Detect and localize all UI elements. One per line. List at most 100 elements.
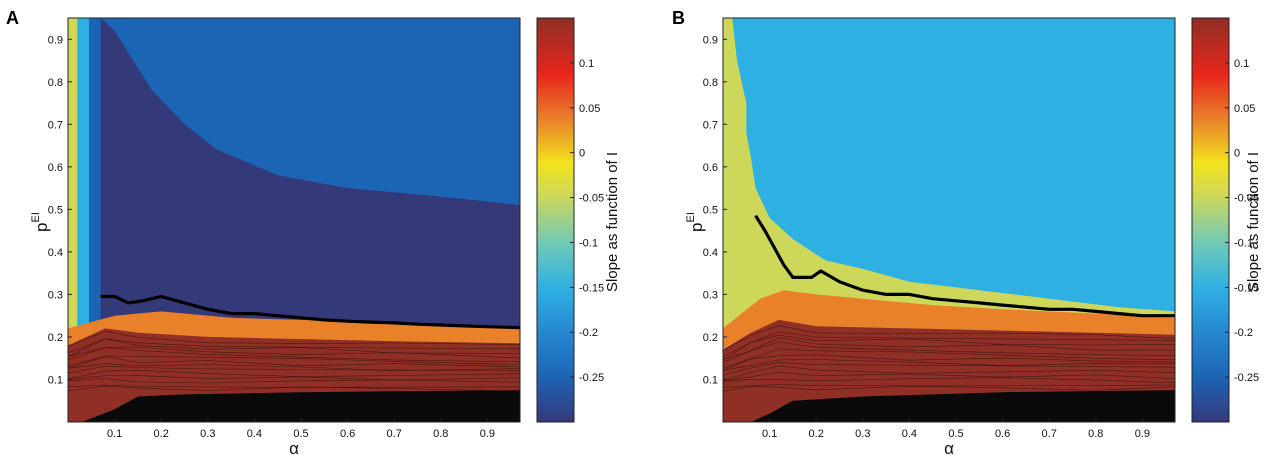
y-tick-label: 0.7 <box>48 119 63 131</box>
contour-line <box>68 355 520 367</box>
x-ticks: 0.1 0.2 0.3 0.4 0.5 0.6 0.7 0.8 0.9 <box>762 418 1150 440</box>
x-ticks: 0.1 0.2 0.3 0.4 0.5 0.6 0.7 0.8 0.9 <box>107 418 495 440</box>
y-tick-label: 0.6 <box>48 162 63 174</box>
contour-line <box>723 341 1175 363</box>
contour-line <box>68 365 520 374</box>
plot-area <box>723 18 1175 422</box>
x-tick-label: 0.8 <box>1088 428 1103 440</box>
contour-line <box>723 331 1175 357</box>
y-axis-label-sup: EI <box>30 212 42 222</box>
colorbar-label: Slope as function of I <box>604 152 621 292</box>
contour-line <box>68 385 520 392</box>
x-tick-label: 0.9 <box>480 428 495 440</box>
contour-line <box>68 363 520 371</box>
contour-line <box>723 334 1175 361</box>
contour-line <box>723 348 1175 369</box>
panel-a: A 0.1 0.2 0.3 0.4 0.5 0.6 0.7 0.8 0.9 0.10.20.30… <box>6 8 621 458</box>
contour-line <box>723 325 1175 351</box>
plot-area <box>68 18 520 422</box>
y-tick-label: 0.1 <box>703 374 718 386</box>
svg-text:pEI: pEI <box>685 212 706 232</box>
contour-line <box>68 347 520 363</box>
y-tick-label: 0.5 <box>703 204 718 216</box>
x-tick-label: 0.7 <box>387 428 402 440</box>
contour-line <box>68 369 520 380</box>
colorbar-tick-label: 0 <box>1234 148 1240 160</box>
y-tick-label: 0.8 <box>703 77 718 89</box>
y-tick-label: 0.6 <box>703 162 718 174</box>
y-tick-label: 0.2 <box>48 332 63 344</box>
y-tick-label: 0.9 <box>48 34 63 46</box>
x-tick-label: 0.2 <box>809 428 824 440</box>
y-tick-label: 0.1 <box>48 374 63 386</box>
colorbar <box>1191 17 1230 423</box>
contour-line <box>723 362 1175 376</box>
optimal-line <box>754 214 1175 318</box>
x-tick-label: 0.7 <box>1042 428 1057 440</box>
x-tick-label: 0.9 <box>1135 428 1150 440</box>
region-black-top-edge <box>751 390 1175 422</box>
contour-line <box>723 385 1175 392</box>
contour-line <box>723 337 1175 360</box>
panel-label: A <box>6 8 19 28</box>
y-axis-label: pEI <box>685 212 706 232</box>
colorbar-label: Slope as function of I <box>1245 152 1262 292</box>
colorbar-tick-label: 0 <box>579 148 585 160</box>
x-tick-label: 0.1 <box>762 428 777 440</box>
y-tick-label: 0.8 <box>48 77 63 89</box>
colorbar-tick-label: 0.05 <box>1234 103 1255 115</box>
svg-text:pEI: pEI <box>30 212 51 232</box>
contour-line <box>723 384 1175 388</box>
x-tick-label: 0.1 <box>107 428 122 440</box>
y-axis-label-main: p <box>32 222 51 231</box>
x-tick-label: 0.5 <box>948 428 963 440</box>
colorbar-tick-label: 0.05 <box>579 103 600 115</box>
contour-line <box>723 354 1175 371</box>
x-tick-label: 0.8 <box>433 428 448 440</box>
optimal-line <box>100 294 520 330</box>
plot-frame <box>722 17 1176 423</box>
y-tick-label: 0.3 <box>48 289 63 301</box>
x-tick-label: 0.2 <box>154 428 169 440</box>
colorbar <box>536 17 575 423</box>
contour-line <box>723 371 1175 381</box>
y-tick-label: 0.2 <box>703 332 718 344</box>
contour-line <box>68 378 520 384</box>
y-tick-label: 0.4 <box>48 247 63 259</box>
colorbar-tick-label: -0.05 <box>579 193 604 205</box>
colorbar-ticks: 0.1 0.05 0 -0.05 -0.1 -0.15 -0.2 -0.25 <box>1225 58 1259 384</box>
panel-label: B <box>672 8 685 28</box>
x-axis-label: α <box>289 439 299 458</box>
colorbar-ticks: 0.1 0.05 0 -0.05 -0.1 -0.15 -0.2 -0.25 <box>570 58 604 384</box>
x-tick-label: 0.5 <box>293 428 308 440</box>
y-axis-label-main: p <box>687 222 706 231</box>
colorbar-tick-label: -0.25 <box>579 372 604 384</box>
plot-content-b <box>723 18 1175 422</box>
x-tick-label: 0.6 <box>995 428 1010 440</box>
y-axis-label-sup: EI <box>685 212 697 222</box>
y-tick-label: 0.4 <box>703 247 718 259</box>
colorbar-tick-label: -0.05 <box>1234 193 1259 205</box>
y-ticks: 0.1 0.2 0.3 0.4 0.5 0.6 0.7 0.8 0.9 <box>703 34 727 386</box>
plot-frame <box>67 17 521 423</box>
y-axis-label: pEI <box>30 212 51 232</box>
colorbar-tick-label: -0.15 <box>1234 282 1259 294</box>
colorbar-tick-label: -0.2 <box>579 327 598 339</box>
contour-line <box>723 359 1175 371</box>
x-tick-label: 0.4 <box>902 428 917 440</box>
y-tick-label: 0.5 <box>48 204 63 216</box>
contour-line <box>723 365 1175 381</box>
y-tick-label: 0.7 <box>703 119 718 131</box>
x-tick-label: 0.3 <box>200 428 215 440</box>
x-tick-label: 0.3 <box>855 428 870 440</box>
x-tick-label: 0.6 <box>340 428 355 440</box>
y-tick-label: 0.3 <box>703 289 718 301</box>
colorbar-tick-label: -0.2 <box>1234 327 1253 339</box>
y-tick-label: 0.9 <box>703 34 718 46</box>
contour-line <box>68 384 520 388</box>
contour-line <box>68 330 520 347</box>
colorbar-tick-label: -0.15 <box>579 282 604 294</box>
colorbar-tick-label: -0.1 <box>579 237 598 249</box>
x-axis-label: α <box>944 439 954 458</box>
y-ticks: 0.1 0.2 0.3 0.4 0.5 0.6 0.7 0.8 0.9 <box>48 34 72 386</box>
